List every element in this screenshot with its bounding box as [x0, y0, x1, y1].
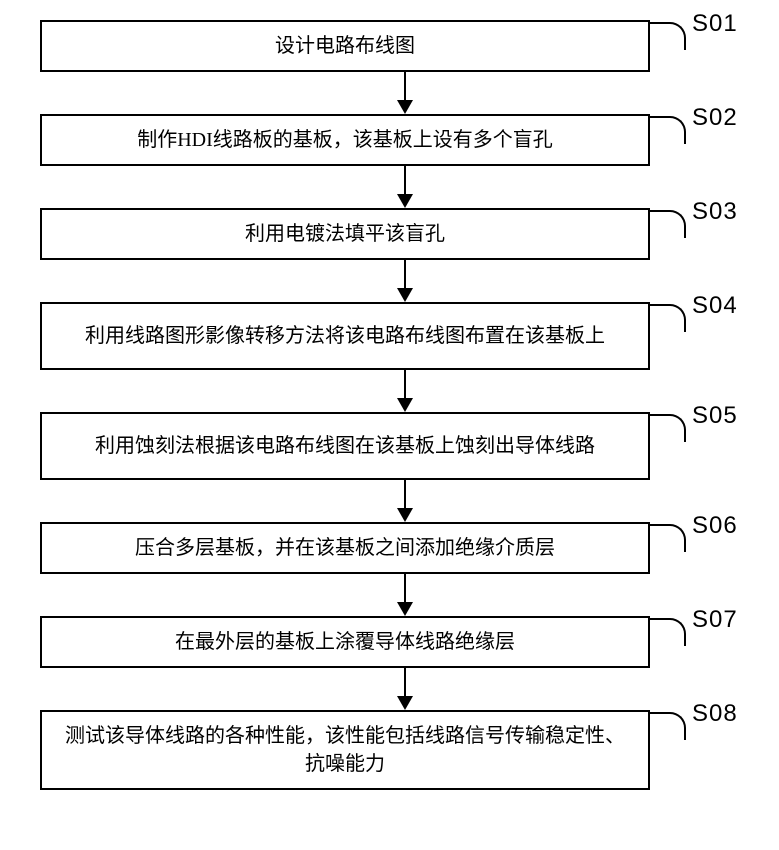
arrow-head-icon — [397, 508, 413, 522]
flowchart-container: 设计电路布线图S01制作HDI线路板的基板，该基板上设有多个盲孔S02利用电镀法… — [10, 20, 769, 790]
step-box-s08: 测试该导体线路的各种性能，该性能包括线路信号传输稳定性、抗噪能力 — [40, 710, 650, 790]
arrow-down — [100, 370, 710, 412]
step-label: S02 — [692, 104, 738, 132]
step-box-s02: 制作HDI线路板的基板，该基板上设有多个盲孔 — [40, 114, 650, 166]
arrow-down — [100, 166, 710, 208]
arrow-head-icon — [397, 602, 413, 616]
arrow-line — [404, 260, 406, 290]
step-row: 设计电路布线图S01 — [10, 20, 769, 72]
arrow-down — [100, 480, 710, 522]
step-row: 压合多层基板，并在该基板之间添加绝缘介质层S06 — [10, 522, 769, 574]
bracket-connector — [648, 304, 686, 332]
step-label-group: S06 — [648, 512, 738, 552]
step-label: S06 — [692, 512, 738, 540]
step-box-s05: 利用蚀刻法根据该电路布线图在该基板上蚀刻出导体线路 — [40, 412, 650, 480]
bracket-connector — [648, 22, 686, 50]
step-label-group: S04 — [648, 292, 738, 332]
bracket-connector — [648, 116, 686, 144]
bracket-connector — [648, 210, 686, 238]
step-box-s04: 利用线路图形影像转移方法将该电路布线图布置在该基板上 — [40, 302, 650, 370]
arrow-head-icon — [397, 100, 413, 114]
step-box-s01: 设计电路布线图 — [40, 20, 650, 72]
step-label: S07 — [692, 606, 738, 634]
step-label: S03 — [692, 198, 738, 226]
step-label: S04 — [692, 292, 738, 320]
arrow-head-icon — [397, 696, 413, 710]
step-label: S01 — [692, 10, 738, 38]
arrow-down — [100, 72, 710, 114]
bracket-connector — [648, 712, 686, 740]
step-label: S08 — [692, 700, 738, 728]
step-row: 制作HDI线路板的基板，该基板上设有多个盲孔S02 — [10, 114, 769, 166]
arrow-line — [404, 72, 406, 102]
step-row: 利用蚀刻法根据该电路布线图在该基板上蚀刻出导体线路S05 — [10, 412, 769, 480]
step-box-s07: 在最外层的基板上涂覆导体线路绝缘层 — [40, 616, 650, 668]
step-box-s03: 利用电镀法填平该盲孔 — [40, 208, 650, 260]
bracket-connector — [648, 618, 686, 646]
arrow-line — [404, 370, 406, 400]
step-label-group: S03 — [648, 198, 738, 238]
arrow-head-icon — [397, 398, 413, 412]
bracket-connector — [648, 414, 686, 442]
arrow-line — [404, 166, 406, 196]
step-label: S05 — [692, 402, 738, 430]
step-label-group: S02 — [648, 104, 738, 144]
step-label-group: S08 — [648, 700, 738, 740]
arrow-head-icon — [397, 288, 413, 302]
step-label-group: S01 — [648, 10, 738, 50]
arrow-line — [404, 574, 406, 604]
step-row: 利用电镀法填平该盲孔S03 — [10, 208, 769, 260]
bracket-connector — [648, 524, 686, 552]
step-row: 测试该导体线路的各种性能，该性能包括线路信号传输稳定性、抗噪能力S08 — [10, 710, 769, 790]
arrow-line — [404, 668, 406, 698]
step-box-s06: 压合多层基板，并在该基板之间添加绝缘介质层 — [40, 522, 650, 574]
arrow-head-icon — [397, 194, 413, 208]
step-label-group: S07 — [648, 606, 738, 646]
step-label-group: S05 — [648, 402, 738, 442]
arrow-down — [100, 260, 710, 302]
step-row: 利用线路图形影像转移方法将该电路布线图布置在该基板上S04 — [10, 302, 769, 370]
arrow-down — [100, 668, 710, 710]
arrow-line — [404, 480, 406, 510]
arrow-down — [100, 574, 710, 616]
step-row: 在最外层的基板上涂覆导体线路绝缘层S07 — [10, 616, 769, 668]
